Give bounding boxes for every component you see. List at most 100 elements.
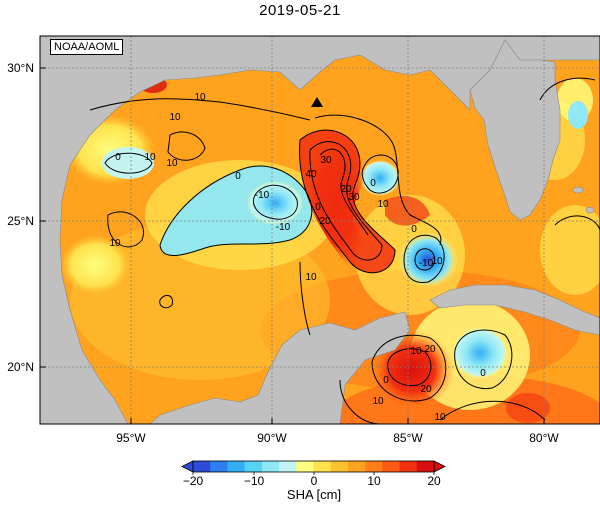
contour-10-mid — [299, 261, 311, 336]
contour-label: 20 — [340, 184, 352, 195]
colorbar-label: SHA [cm] — [286, 487, 342, 502]
florida-peninsula — [469, 39, 561, 221]
colorbar — [181, 460, 446, 475]
yellow-patch — [540, 205, 600, 295]
lat-label-30: 30°N — [7, 61, 34, 75]
colorbar-swatch — [227, 461, 246, 472]
contour-label: 30 — [348, 192, 360, 203]
colorbar-swatch — [261, 461, 280, 472]
colorbar-swatch — [193, 461, 211, 472]
contour-label: 20 — [420, 384, 432, 395]
contour-30 — [319, 148, 369, 236]
data-source-credit: NOAA/AOML — [50, 39, 124, 55]
contour-loop-current — [299, 129, 396, 274]
cold-eddy — [398, 232, 458, 288]
lon-label-95: 95°W — [116, 431, 146, 445]
contour-label: 0 — [235, 171, 241, 182]
yucatan-peninsula — [128, 311, 411, 424]
contour-30-south — [387, 348, 432, 387]
contour-10-caribbean — [439, 400, 546, 421]
contour-label: 10 — [144, 152, 156, 163]
contour-label: 0 — [411, 224, 417, 235]
colorbar-tick-0: 0 — [311, 474, 318, 488]
contour-label: 10 — [434, 412, 446, 423]
bahamas-island — [572, 186, 584, 194]
graticule — [40, 36, 600, 424]
lon-label-90: 90°W — [257, 431, 287, 445]
contour-0-east — [361, 154, 399, 194]
contour-label: 10 — [377, 199, 389, 210]
contour-10-yucatan — [339, 379, 381, 424]
contour-neg10-east — [403, 234, 445, 284]
contour-0-west — [104, 152, 153, 174]
contour-label: 10 — [169, 112, 181, 123]
yellow-patch — [60, 235, 130, 295]
contour-10-sw — [107, 211, 144, 248]
colorbar-swatch — [365, 461, 383, 472]
colorbar-ticks: −20 −10 0 10 20 — [183, 474, 441, 488]
colorbar-outline — [192, 460, 435, 473]
colorbar-swatch — [296, 461, 314, 472]
colorbar-swatch — [279, 461, 297, 472]
colorbar-tick-neg20: −20 — [183, 474, 204, 488]
colorbar-tick-neg10: −10 — [244, 474, 265, 488]
colorbar-swatch — [399, 461, 418, 472]
cold-eddy — [360, 160, 400, 196]
colorbar-arrow-right — [433, 460, 446, 473]
axis-ticks — [40, 67, 545, 424]
contour-label: -10 — [276, 222, 291, 233]
contour-labels: 100101001010-10-10040302030100102010100-… — [109, 92, 486, 423]
land — [40, 36, 600, 424]
map-title: 2019-05-21 — [259, 2, 341, 19]
contour-label: 0 — [115, 152, 121, 163]
loop-current-warm-ring — [299, 130, 395, 273]
lat-label-25: 25°N — [7, 214, 34, 228]
cold-eddy — [247, 181, 303, 225]
cuba — [429, 284, 600, 336]
contour-20-south — [371, 334, 447, 402]
lon-label-80: 80°W — [529, 431, 559, 445]
contour-label: 10 — [410, 346, 422, 357]
contour-0 — [159, 165, 313, 256]
contour-lines — [89, 77, 600, 424]
colorbar-tick-10: 10 — [367, 474, 381, 488]
contour-label: -10 — [419, 258, 434, 269]
contour-label: 20 — [424, 344, 436, 355]
contour-10-west — [167, 131, 206, 161]
bahamas-island — [585, 206, 595, 214]
warm-lobe — [385, 195, 430, 226]
colorbar-swatch — [210, 461, 228, 472]
contour-label: 20 — [319, 216, 331, 227]
cold-eddy — [568, 101, 588, 129]
cold-eddy — [452, 327, 508, 379]
contour-neg10 — [253, 185, 298, 220]
contour-label: 10 — [194, 92, 206, 103]
station-marker-triangle — [311, 97, 323, 107]
colorbar-swatch — [347, 461, 366, 472]
contour-label: -10 — [255, 190, 270, 201]
contour-small — [159, 294, 174, 309]
contour-0-south — [454, 329, 513, 390]
colorbar-tick-20: 20 — [427, 474, 441, 488]
contour-label: 0 — [480, 368, 486, 379]
colorbar-swatch — [313, 461, 332, 472]
contour-label: 10 — [305, 272, 317, 283]
colorbar-swatch — [330, 461, 349, 472]
map-field — [40, 36, 600, 424]
contour-label: 0 — [383, 375, 389, 386]
contour-label: 0 — [370, 178, 376, 189]
contour-label: 0 — [315, 202, 321, 213]
contour-20 — [309, 141, 383, 261]
contour-label: 30 — [320, 155, 332, 166]
contour-label: 10 — [109, 238, 121, 249]
contour-label: 10 — [372, 396, 384, 407]
lon-label-85: 85°W — [393, 431, 423, 445]
contour-label: 40 — [305, 169, 317, 180]
contour-10-atlantic — [554, 215, 600, 231]
contour-label: 10 — [431, 256, 443, 267]
contour-label: 10 — [166, 158, 178, 169]
contour-10 — [89, 98, 311, 121]
contour-neg20 — [414, 248, 436, 271]
map-frame — [39, 35, 600, 425]
